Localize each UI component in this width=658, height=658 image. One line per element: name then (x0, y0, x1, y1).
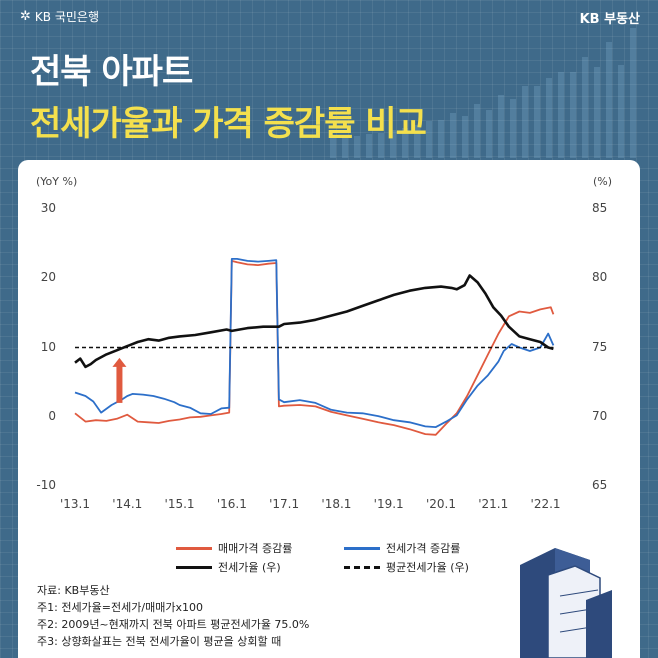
title-line-2: 전세가율과 가격 증감률 비교 (30, 104, 427, 144)
legend-item-sales-change: 매매가격 증감률 (176, 540, 292, 556)
x-tick-label: '16.1 (216, 497, 247, 511)
legend-swatch-red (176, 546, 212, 550)
decorative-bar (522, 86, 528, 158)
decorative-bar (618, 65, 624, 158)
x-tick-label: '15.1 (164, 497, 195, 511)
series-line-2 (74, 274, 554, 369)
decorative-bar (510, 99, 516, 158)
decorative-bar (366, 134, 372, 158)
decorative-bar (558, 72, 564, 158)
x-tick-label: '21.1 (478, 497, 509, 511)
x-tick-label: '20.1 (425, 497, 456, 511)
x-tick-label: '22.1 (530, 497, 561, 511)
y-right-tick-label: 85 (592, 201, 608, 215)
legend-swatch-blue (344, 546, 380, 550)
decorative-bar (414, 125, 420, 158)
decorative-bar (390, 130, 396, 158)
legend-swatch-black (176, 565, 212, 569)
decorative-bar (534, 86, 540, 158)
kb-kookmin-logo: ✲ KB 국민은행 (20, 8, 99, 25)
legend-item-avg-jeonse-ratio: 평균전세가율 (우) (344, 559, 469, 575)
star-icon: ✲ (20, 9, 31, 24)
decorative-bar (330, 138, 336, 158)
x-tick-label: '19.1 (373, 497, 404, 511)
decorative-bar (402, 128, 408, 158)
y-right-tick-label: 70 (592, 408, 608, 423)
decorative-bar (450, 113, 456, 158)
legend-label: 매매가격 증감률 (218, 542, 293, 555)
decorative-bar (546, 78, 552, 158)
right-axis-unit: (%) (593, 175, 613, 188)
x-tick-label: '17.1 (269, 497, 300, 511)
note-2: 주2: 2009년~현재까지 전북 아파트 평균전세가율 75.0% (37, 618, 310, 631)
note-1: 주1: 전세가율=전세가/매매가x100 (37, 601, 203, 614)
decorative-bar (474, 104, 480, 158)
brand-left-text: KB 국민은행 (34, 10, 99, 24)
legend-item-jeonse-change: 전세가격 증감률 (344, 540, 460, 556)
decorative-bar (342, 137, 348, 158)
title-line-1: 전북 아파트 (30, 52, 193, 92)
decorative-bar (354, 136, 360, 158)
decorative-bar (570, 72, 576, 158)
x-tick-label: '13.1 (59, 497, 91, 511)
source-note: 자료: KB부동산 (37, 584, 110, 597)
decorative-bar-pattern (330, 28, 636, 158)
decorative-bar (378, 133, 384, 158)
y-left-tick-label: -10 (36, 478, 56, 492)
decorative-bar (630, 28, 636, 158)
left-axis-unit: (YoY %) (36, 175, 78, 188)
legend-label: 전세가격 증감률 (386, 542, 461, 555)
decorative-bar (438, 120, 444, 158)
legend-swatch-dashed (344, 565, 380, 569)
decorative-bar (582, 57, 588, 158)
x-tick-label: '14.1 (112, 497, 143, 511)
y-left-tick-label: 10 (40, 339, 56, 354)
note-3: 주3: 상향화살표는 전북 전세가율이 평균을 상회할 때 (37, 635, 282, 648)
legend-label: 전세가율 (우) (218, 561, 281, 574)
decorative-bar (594, 67, 600, 158)
decorative-bar (486, 110, 492, 158)
decorative-bar (426, 121, 432, 158)
decorative-bar (462, 116, 468, 158)
legend-item-jeonse-ratio: 전세가율 (우) (176, 559, 281, 575)
y-right-tick-label: 75 (592, 339, 608, 354)
y-left-tick-label: 20 (40, 270, 56, 285)
decorative-bar (606, 42, 612, 158)
legend-label: 평균전세가율 (우) (386, 561, 469, 574)
series-line-1 (74, 257, 555, 429)
decorative-bar (498, 95, 504, 158)
brand-right-text: KB 부동산 (579, 12, 640, 27)
up-arrow-icon (112, 357, 127, 403)
y-left-tick-label: 0 (48, 408, 56, 423)
x-tick-label: '18.1 (321, 497, 352, 511)
y-right-tick-label: 80 (592, 270, 608, 285)
y-left-tick-label: 30 (40, 201, 56, 215)
series-line-0 (74, 259, 555, 436)
y-right-tick-label: 65 (592, 478, 608, 492)
